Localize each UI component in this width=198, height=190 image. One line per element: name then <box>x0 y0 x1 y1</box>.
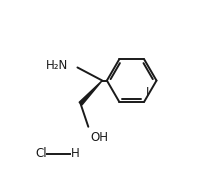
Text: H₂N: H₂N <box>46 59 68 72</box>
Polygon shape <box>79 81 102 105</box>
Text: H: H <box>71 147 80 160</box>
Text: OH: OH <box>91 131 109 144</box>
Text: I: I <box>146 86 149 99</box>
Text: Cl: Cl <box>36 147 47 160</box>
